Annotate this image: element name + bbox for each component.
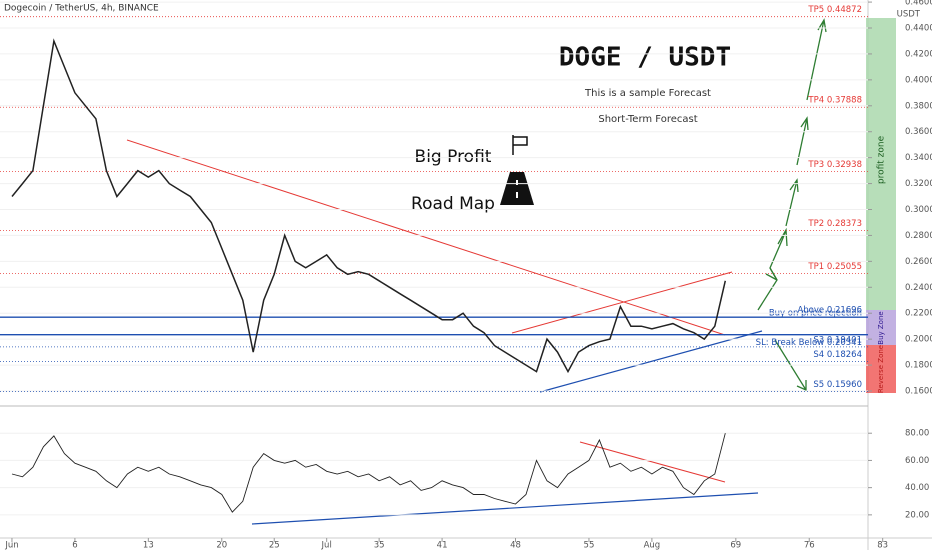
x-tick-label: 76 <box>804 541 815 550</box>
y-tick-label: 0.18000 <box>905 361 932 371</box>
y-tick-label: 0.22000 <box>905 309 932 319</box>
x-tick-label: 69 <box>730 541 741 550</box>
road-marks <box>516 180 518 198</box>
y-tick-label: 0.16000 <box>905 386 932 396</box>
level-label: SL: Break Below 0.20341 <box>756 338 862 348</box>
trendlines <box>126 139 733 336</box>
flag-icon <box>512 135 528 155</box>
y-tick-label: 0.20000 <box>905 335 932 345</box>
x-tick-label: 25 <box>269 541 280 550</box>
y-tick-label: 0.24000 <box>905 283 932 293</box>
x-tick-label: 13 <box>143 541 154 550</box>
y-tick-label: 0.42000 <box>905 49 932 59</box>
y-tick-label: 20.00 <box>905 510 929 520</box>
x-tick-label: 41 <box>437 541 448 550</box>
level-label: TP1 0.25055 <box>807 262 862 272</box>
buy-zone-label: Buy Zone <box>877 311 885 344</box>
y-tick-label: 60.00 <box>905 456 929 466</box>
level-label: TP3 0.32938 <box>807 160 862 170</box>
y-tick-label: 0.38000 <box>905 101 932 111</box>
profit-zone-label: profit zone <box>877 135 887 184</box>
y-tick-label: 0.44000 <box>905 24 932 34</box>
y-tick-label: 0.30000 <box>905 205 932 215</box>
y-tick-label: 0.40000 <box>905 75 932 85</box>
y-tick-label: 0.28000 <box>905 231 932 241</box>
x-tick-label: 35 <box>374 541 385 550</box>
x-tick-label: Aug <box>644 541 661 550</box>
headline: DOGE / USDT <box>559 43 731 73</box>
chart-title: Dogecoin / TetherUS, 4h, BINANCE <box>4 4 159 14</box>
level-label: TP5 0.44872 <box>807 5 862 15</box>
reverse-zone <box>866 345 896 393</box>
x-tick-label: Jun <box>4 541 18 550</box>
level-label: Above 0.21696 <box>797 306 862 316</box>
price-line <box>11 38 727 374</box>
y-tick-label: 0.46000 <box>905 0 932 8</box>
price-line <box>11 433 726 513</box>
note: Short-Term Forecast <box>598 114 697 125</box>
level-label: TP4 0.37888 <box>807 96 862 106</box>
y-tick-label: 80.00 <box>905 429 929 439</box>
roadmap: Big Profit <box>415 147 492 167</box>
reverse-zone-label: Reverse Zone <box>877 345 885 393</box>
x-tick-label: 48 <box>510 541 521 550</box>
x-tick-label: 83 <box>877 541 888 550</box>
y-tick-label: 0.36000 <box>905 127 932 137</box>
level-label: S3 0.19401 <box>813 335 862 345</box>
y-tick-label: 0.34000 <box>905 153 932 163</box>
x-tick-label: Jul <box>321 541 332 550</box>
level-label: TP2 0.28373 <box>807 219 862 229</box>
level-label: S5 0.15960 <box>813 380 862 390</box>
y-tick-label: 0.26000 <box>905 257 932 267</box>
y-tick-label: 40.00 <box>905 483 929 493</box>
x-tick-label: 20 <box>216 541 227 550</box>
rsi-trendline <box>579 441 726 483</box>
x-tick-label: 55 <box>584 541 595 550</box>
currency: USDT <box>897 10 921 20</box>
road-icon <box>500 172 534 205</box>
level-label: S4 0.18264 <box>813 350 862 360</box>
note: This is a sample Forecast <box>584 88 711 99</box>
y-tick-label: 0.32000 <box>905 179 932 189</box>
roadmap: Road Map <box>411 194 495 214</box>
x-tick-label: 6 <box>72 541 77 550</box>
